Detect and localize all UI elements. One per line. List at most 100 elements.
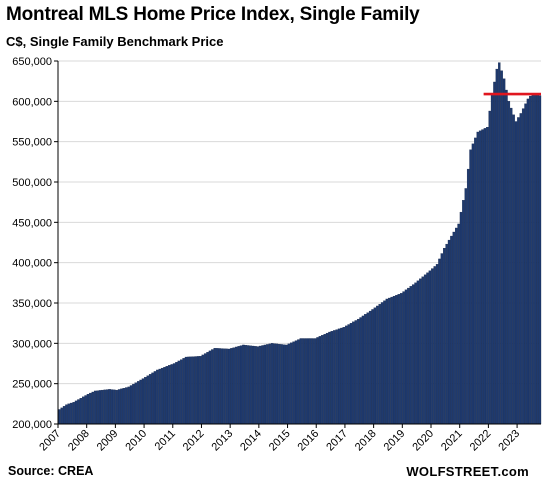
bar — [407, 287, 410, 425]
bar — [91, 391, 95, 425]
bar — [450, 235, 453, 425]
bar — [89, 392, 92, 425]
bar — [502, 78, 506, 425]
x-tick-label: 2018 — [353, 428, 379, 454]
bar — [306, 338, 310, 425]
bar — [423, 274, 427, 425]
y-tick-label: 450,000 — [12, 217, 52, 229]
bar — [490, 94, 494, 425]
bar — [206, 352, 209, 425]
bar — [172, 363, 176, 425]
bar — [170, 364, 173, 425]
bar — [469, 149, 472, 425]
bar — [266, 344, 269, 425]
bar — [313, 338, 317, 425]
bar — [378, 304, 381, 425]
bar — [144, 377, 147, 425]
bar — [148, 374, 152, 425]
bar — [323, 334, 326, 425]
y-tick-label: 550,000 — [12, 137, 52, 149]
bar — [230, 348, 233, 425]
bar — [156, 369, 159, 425]
bar — [359, 317, 362, 425]
bar — [435, 264, 439, 425]
bar — [364, 314, 367, 425]
bar — [438, 258, 441, 425]
bar — [218, 348, 221, 425]
bar — [395, 295, 398, 425]
y-tick-label: 650,000 — [12, 56, 52, 68]
bar — [151, 372, 154, 425]
bar — [488, 110, 491, 425]
bar — [328, 331, 331, 425]
bar — [400, 293, 403, 425]
bar — [397, 294, 401, 425]
bar — [433, 266, 436, 425]
bar — [203, 353, 207, 425]
bar — [65, 404, 68, 425]
bar — [421, 276, 424, 425]
bar — [416, 280, 420, 425]
x-tick-label: 2023 — [496, 428, 522, 454]
y-tick-label: 200,000 — [12, 419, 52, 431]
bar — [443, 247, 446, 425]
bar — [115, 389, 118, 425]
bar — [452, 231, 456, 425]
bar — [514, 121, 518, 425]
bar — [297, 339, 300, 425]
bar — [292, 341, 295, 425]
x-tick-label: 2008 — [66, 428, 92, 454]
bar — [211, 349, 214, 425]
bar — [134, 382, 138, 425]
bar — [529, 95, 532, 425]
bar — [531, 93, 534, 425]
bar — [447, 239, 451, 425]
bar — [330, 331, 334, 425]
x-tick-label: 2016 — [296, 428, 322, 454]
bar — [244, 345, 248, 425]
bar — [213, 348, 216, 425]
bar — [495, 68, 499, 425]
bar — [316, 337, 319, 425]
bar — [335, 329, 338, 425]
bar — [270, 343, 274, 425]
bar — [215, 348, 219, 425]
bar — [352, 321, 355, 425]
bar — [411, 284, 415, 425]
bar — [237, 346, 240, 425]
x-tick-label: 2015 — [267, 428, 293, 454]
bar — [98, 390, 102, 425]
bar — [290, 342, 293, 425]
bar — [105, 389, 109, 425]
bar — [127, 386, 130, 425]
bar — [287, 343, 291, 425]
bar — [96, 390, 99, 425]
bar — [376, 305, 379, 425]
bar — [464, 188, 468, 425]
bar — [478, 130, 482, 425]
bar — [498, 62, 501, 425]
bar — [385, 298, 389, 425]
bar — [325, 332, 329, 425]
bar — [466, 168, 470, 425]
bar — [383, 300, 386, 425]
bar — [191, 356, 195, 425]
bar — [388, 297, 391, 425]
bar — [440, 253, 444, 425]
bar — [536, 94, 539, 425]
bar — [196, 356, 200, 425]
bar — [58, 409, 61, 425]
bar — [526, 98, 530, 425]
x-tick-label: 2019 — [382, 428, 408, 454]
bar — [103, 389, 106, 425]
bar — [261, 345, 264, 425]
bar — [299, 338, 303, 425]
bar — [404, 289, 408, 425]
bar — [86, 393, 90, 425]
bar — [160, 367, 164, 425]
bar — [232, 347, 236, 425]
bar — [521, 108, 525, 425]
bar — [414, 282, 417, 425]
bar — [163, 367, 166, 425]
bar — [187, 356, 190, 425]
